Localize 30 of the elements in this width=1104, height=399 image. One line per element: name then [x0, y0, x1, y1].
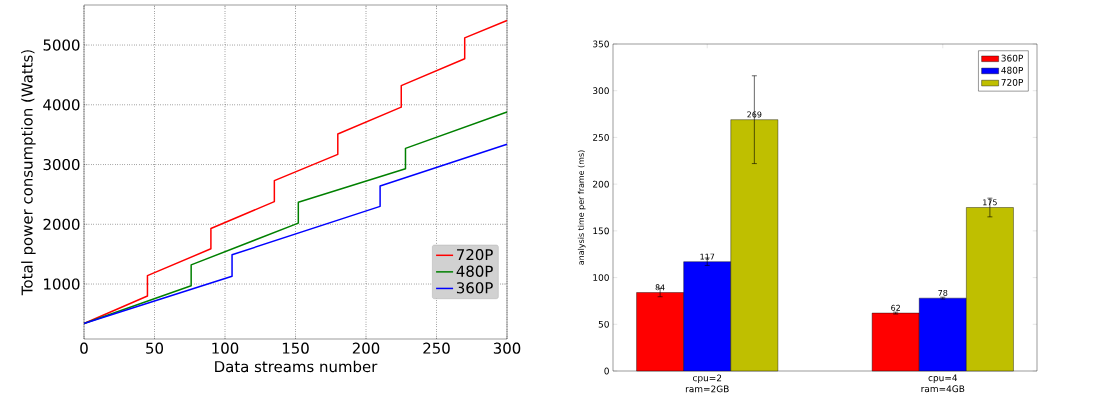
y-tick-label: 250 — [593, 134, 609, 141]
x-axis-title: Data streams number — [215, 360, 378, 373]
x-tick-label: 100 — [212, 342, 239, 354]
y-tick-label: 0 — [604, 367, 609, 375]
x-tick-label: cpu=4 ram=4GB — [921, 374, 965, 393]
x-tick-label: 0 — [80, 342, 88, 354]
y-tick-label: 350 — [593, 40, 609, 48]
x-tick-label: cpu=2 ram=2GB — [685, 374, 729, 393]
y-tick-label: 50 — [598, 320, 609, 328]
legend-label: 720P — [1001, 78, 1024, 86]
y-tick-label: 2000 — [43, 218, 80, 230]
legend-label: 480P — [456, 265, 493, 277]
y-tick-label: 4000 — [43, 99, 80, 111]
y-tick-label: 200 — [593, 180, 609, 188]
y-tick-label: 100 — [593, 274, 609, 281]
x-tick-label: 50 — [146, 342, 164, 354]
x-tick-label: 150 — [282, 342, 309, 354]
x-tick-label: 250 — [423, 342, 450, 354]
x-tick-label: 300 — [493, 342, 521, 354]
y-tick-label: 3000 — [43, 158, 80, 171]
legend-label: 360P — [456, 282, 493, 294]
legend-label: 720P — [457, 249, 493, 261]
y-tick-label: 300 — [593, 87, 609, 95]
y-axis-title: Total power consumption (Watts) — [21, 50, 36, 296]
y-tick-label: 150 — [593, 227, 609, 235]
legend-label: 480P — [1001, 66, 1024, 74]
legend-label: 360P — [1001, 54, 1024, 62]
x-tick-label: 200 — [352, 342, 380, 354]
y-tick-label: 5000 — [43, 39, 80, 51]
y-tick-label: 1000 — [44, 278, 80, 290]
